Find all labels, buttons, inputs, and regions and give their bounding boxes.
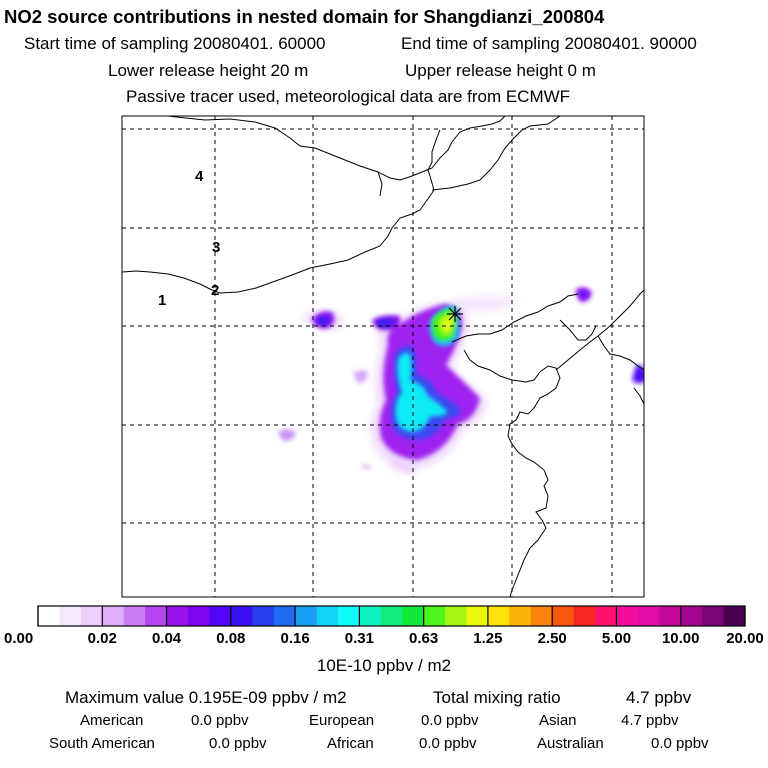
colorbar-tick-label: 0.31 bbox=[344, 630, 374, 647]
plot-title: NO2 source contributions in nested domai… bbox=[4, 6, 605, 27]
region-australian-value: 0.0 ppbv bbox=[651, 735, 709, 752]
colorbar-cell bbox=[530, 606, 553, 626]
total-mixing-value: 4.7 ppbv bbox=[626, 688, 692, 707]
region-american-value: 0.0 ppbv bbox=[191, 712, 249, 729]
colorbar-tick-label: 0.04 bbox=[151, 630, 182, 647]
colorbar-tick-label: 1.25 bbox=[473, 630, 503, 647]
colorbar-cell bbox=[552, 606, 575, 626]
colorbar-cell bbox=[402, 606, 425, 626]
region-australian-label: Australian bbox=[537, 735, 604, 752]
colorbar-cell bbox=[702, 606, 725, 626]
colorbar-cell bbox=[316, 606, 339, 626]
colorbar-cell bbox=[80, 606, 103, 626]
region-african-value: 0.0 ppbv bbox=[419, 735, 477, 752]
lat-lon-grid bbox=[122, 116, 644, 597]
colorbar-cell bbox=[595, 606, 617, 626]
colorbar-cell bbox=[659, 606, 682, 626]
region-label-4: 4 bbox=[195, 168, 204, 185]
colorbar-cell bbox=[423, 606, 446, 626]
colorbar-cell bbox=[230, 606, 253, 626]
region-american-label: American bbox=[80, 712, 144, 729]
colorbar-cell bbox=[637, 606, 660, 626]
concentration-plume bbox=[278, 287, 644, 474]
upper-release-label: Upper release height 0 m bbox=[405, 61, 596, 80]
region-asian-value: 4.7 ppbv bbox=[621, 712, 679, 729]
colorbar-cell bbox=[509, 606, 532, 626]
colorbar-cell bbox=[123, 606, 146, 626]
region-african-label: African bbox=[327, 735, 374, 752]
region-south-american-value: 0.0 ppbv bbox=[209, 735, 267, 752]
region-label-2: 2 bbox=[211, 282, 220, 299]
region-south-american-label: South American bbox=[49, 735, 155, 752]
start-time-label: Start time of sampling 20080401. 60000 bbox=[24, 34, 326, 53]
colorbar-tick-label: 20.00 bbox=[726, 630, 764, 647]
colorbar-tick-label: 0.08 bbox=[216, 630, 246, 647]
colorbar-cell bbox=[487, 606, 510, 626]
colorbar-cell bbox=[616, 606, 639, 626]
colorbar-cell bbox=[38, 606, 60, 626]
end-time-label: End time of sampling 20080401. 90000 bbox=[401, 34, 697, 53]
colorbar bbox=[37, 605, 746, 627]
colorbar-cell bbox=[187, 606, 210, 626]
colorbar-cell bbox=[359, 606, 382, 626]
colorbar-cell bbox=[723, 606, 746, 626]
total-mixing-label: Total mixing ratio bbox=[433, 688, 561, 707]
colorbar-cell bbox=[209, 606, 232, 626]
colorbar-tick-label: 0.16 bbox=[280, 630, 310, 647]
tracer-info-label: Passive tracer used, meteorological data… bbox=[126, 87, 571, 106]
colorbar-tick-label: 2.50 bbox=[537, 630, 567, 647]
colorbar-cell bbox=[59, 606, 82, 626]
region-european-value: 0.0 ppbv bbox=[421, 712, 479, 729]
colorbar-tick-label: 10.00 bbox=[661, 630, 700, 647]
colorbar-cell bbox=[680, 606, 703, 626]
colorbar-cell bbox=[102, 606, 125, 626]
colorbar-cell bbox=[573, 606, 596, 626]
colorbar-tick-label: 0.00 bbox=[4, 630, 34, 647]
colorbar-cell bbox=[252, 606, 275, 626]
region-european-label: European bbox=[309, 712, 375, 729]
region-label-1: 1 bbox=[158, 292, 167, 309]
colorbar-cell bbox=[295, 606, 318, 626]
region-label-3: 3 bbox=[212, 239, 221, 256]
max-value-text: Maximum value 0.195E-09 ppbv / m2 bbox=[65, 688, 347, 707]
map-border bbox=[121, 115, 645, 598]
lower-release-label: Lower release height 20 m bbox=[108, 61, 309, 80]
colorbar-cell bbox=[166, 606, 189, 626]
colorbar-cell bbox=[466, 606, 489, 626]
colorbar-cell bbox=[380, 606, 403, 626]
region-asian-label: Asian bbox=[539, 712, 577, 729]
colorbar-cell bbox=[445, 606, 467, 626]
colorbar-tick-label: 5.00 bbox=[601, 630, 632, 647]
colorbar-tick-label: 0.02 bbox=[87, 630, 117, 647]
country-borders bbox=[122, 116, 644, 597]
colorbar-tick-label: 0.63 bbox=[409, 630, 439, 647]
colorbar-unit: 10E-10 ppbv / m2 bbox=[316, 656, 452, 675]
star-icon bbox=[447, 306, 463, 322]
colorbar-cell bbox=[145, 606, 168, 626]
colorbar-cell bbox=[337, 606, 360, 626]
colorbar-cell bbox=[273, 606, 296, 626]
